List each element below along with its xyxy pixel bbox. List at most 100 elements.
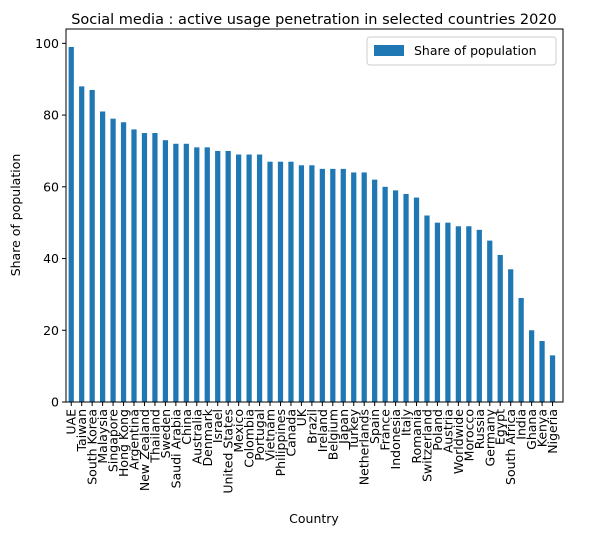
x-tick-label: Canada xyxy=(283,409,298,457)
bar xyxy=(225,150,231,402)
bar xyxy=(131,129,137,402)
x-tick-label: Netherlands xyxy=(357,409,372,485)
bar xyxy=(277,161,284,402)
x-tick-label: South Korea xyxy=(85,409,100,485)
x-tick-label: Taiwan xyxy=(74,409,89,453)
x-tick-label: Portugal xyxy=(252,409,267,461)
x-tick-label: Hong Kong xyxy=(116,409,131,477)
x-tick-label: Saudi Arabia xyxy=(168,409,183,488)
x-tick-label: Israel xyxy=(210,409,225,443)
bar xyxy=(518,297,524,402)
x-tick-label: Thailand xyxy=(147,409,162,464)
bar xyxy=(162,140,169,403)
x-tick-label: France xyxy=(378,409,393,451)
x-tick-label: Morocco xyxy=(461,409,476,461)
x-tick-label: Poland xyxy=(430,409,445,451)
y-tick-label: 20 xyxy=(43,323,59,338)
x-tick-label: Germany xyxy=(482,408,497,466)
bar xyxy=(110,118,116,403)
x-tick-label: Denmark xyxy=(200,408,215,466)
bar xyxy=(549,355,556,402)
bar xyxy=(372,179,378,402)
bar xyxy=(466,226,472,402)
bar xyxy=(236,154,242,402)
bar xyxy=(141,133,148,402)
x-tick-label: Russia xyxy=(472,409,487,449)
x-tick-label: New Zealand xyxy=(137,409,152,491)
x-tick-label: UK xyxy=(294,408,309,426)
x-tick-label: South Africa xyxy=(503,409,518,485)
bar xyxy=(152,133,158,402)
bar xyxy=(434,222,441,402)
chart-title: Social media : active usage penetration … xyxy=(71,12,557,28)
bar xyxy=(330,168,336,402)
bar xyxy=(309,165,315,402)
bar xyxy=(382,186,388,402)
bar xyxy=(340,168,346,402)
x-tick-label: Romania xyxy=(409,409,424,464)
bar xyxy=(455,226,461,402)
y-tick-label: 60 xyxy=(43,179,59,194)
bar xyxy=(351,172,357,402)
x-tick-label: Colombia xyxy=(242,409,257,468)
bar xyxy=(392,190,399,402)
bar xyxy=(68,46,74,403)
bar xyxy=(256,154,263,402)
x-tick-label: Malaysia xyxy=(95,409,110,464)
bar xyxy=(497,254,503,402)
bar xyxy=(194,147,200,402)
y-tick-label: 0 xyxy=(51,395,59,410)
x-tick-label: Turkey xyxy=(346,408,361,450)
x-tick-label: India xyxy=(514,409,529,440)
x-tick-label: Italy xyxy=(399,408,414,436)
bar xyxy=(528,330,535,402)
y-tick-label: 100 xyxy=(35,36,59,51)
x-tick-label: Argentina xyxy=(127,409,142,470)
bar xyxy=(298,165,305,402)
x-tick-label: Mexico xyxy=(231,409,246,453)
x-tick-label: Spain xyxy=(367,409,382,444)
y-axis-ticks: 0 20 40 60 80 100 xyxy=(35,36,66,410)
x-tick-label: Vietnam xyxy=(263,409,278,461)
bar xyxy=(508,269,514,402)
bar xyxy=(89,89,95,402)
x-tick-label: Nigeria xyxy=(545,409,560,454)
bar xyxy=(183,143,189,402)
x-axis-label: Country xyxy=(289,511,339,526)
y-axis-label: Share of population xyxy=(8,154,23,277)
bar xyxy=(246,154,252,402)
x-tick-label: Japan xyxy=(336,409,351,445)
bar xyxy=(487,240,493,402)
x-tick-label: Sweden xyxy=(158,409,173,458)
bar xyxy=(204,147,210,402)
bar xyxy=(215,150,221,402)
bar xyxy=(79,86,85,402)
bar-series xyxy=(68,46,556,403)
x-tick-label: Egypt xyxy=(493,409,508,445)
legend: Share of population xyxy=(366,36,557,66)
x-tick-label: Philippines xyxy=(273,409,288,476)
plot-frame xyxy=(65,28,564,403)
bar xyxy=(476,229,482,402)
bar xyxy=(424,215,430,402)
x-tick-label: Ireland xyxy=(315,409,330,452)
bar xyxy=(361,172,367,402)
bar xyxy=(288,161,294,402)
bar xyxy=(120,122,127,402)
x-tick-label: Singapore xyxy=(106,409,121,472)
bar xyxy=(413,197,420,402)
bar xyxy=(319,168,325,402)
x-tick-label: Indonesia xyxy=(388,409,403,469)
bar xyxy=(267,161,273,402)
x-tick-label: Switzerland xyxy=(419,409,434,482)
bar xyxy=(539,341,545,402)
bar xyxy=(173,143,179,402)
x-tick-label: Worldwide xyxy=(451,409,466,474)
x-tick-label: Australia xyxy=(189,409,204,464)
x-tick-label: Austria xyxy=(440,409,455,453)
x-tick-label: China xyxy=(179,409,194,445)
x-tick-label: Kenya xyxy=(535,409,550,447)
x-tick-label: UAE xyxy=(64,409,79,435)
